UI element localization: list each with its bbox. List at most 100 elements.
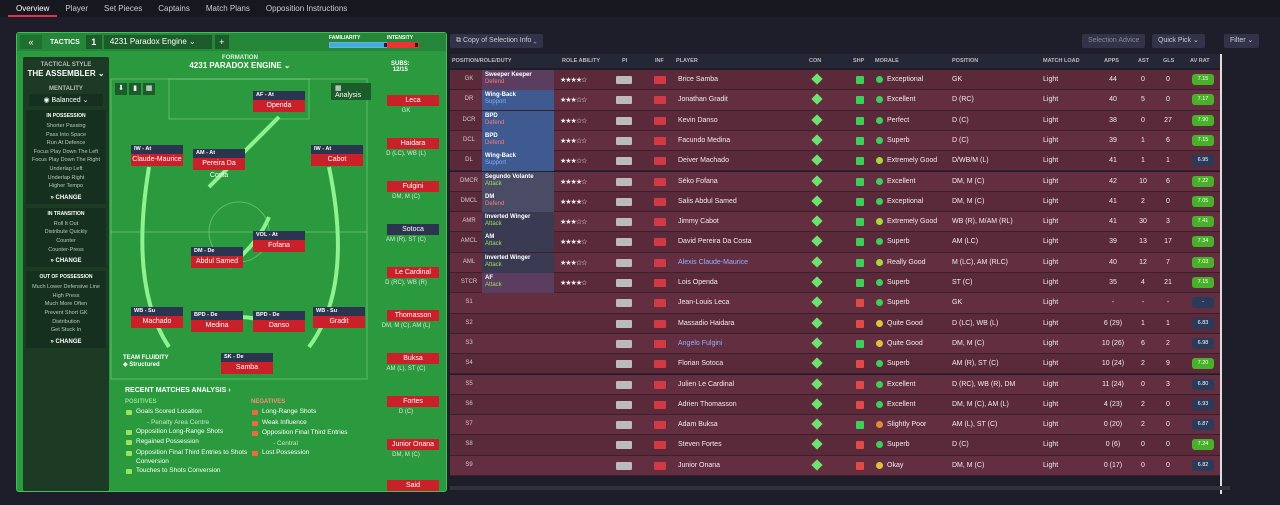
player-name[interactable]: Jimmy Cabot	[678, 218, 719, 226]
filter-button[interactable]: Filter ⌄	[1224, 34, 1260, 48]
table-row[interactable]: S5 Julien Le Cardinal Excellent D (RC), WB …	[450, 374, 1220, 395]
role-duty-select[interactable]: Wing-Back Support	[482, 90, 554, 111]
player-instructions-icon[interactable]	[616, 258, 632, 267]
mentality-select[interactable]: ◉ Balanced ⌄	[29, 94, 103, 106]
sub-slot[interactable]: Le Cardinal D (RC), WB (R)	[373, 267, 439, 288]
player-instructions-icon[interactable]	[616, 299, 632, 308]
table-row[interactable]: DMCL DM Defend ★★★★☆ Salis Abdul Samed Except…	[450, 191, 1220, 213]
player-instructions-icon[interactable]	[616, 360, 632, 369]
role-duty-select[interactable]: AM Attack	[482, 232, 554, 253]
player-slot[interactable]: SK - De Samba	[221, 353, 273, 374]
sub-slot[interactable]: Haidara D (LC), WB (L)	[373, 138, 439, 159]
player-instructions-icon[interactable]	[616, 441, 632, 450]
player-name[interactable]: Séko Fofana	[678, 177, 718, 185]
tab-overview[interactable]: Overview	[8, 0, 58, 17]
player-name[interactable]: Facundo Medina	[678, 136, 731, 144]
formation-select[interactable]: 4231 PARADOX ENGINE ⌄	[189, 61, 291, 70]
table-row[interactable]: AMCL AM Attack ★★★★☆ David Pereira Da Costa S…	[450, 232, 1220, 253]
player-name[interactable]: Florian Sotoca	[678, 360, 724, 368]
table-row[interactable]: DCL BPD Defend ★★★☆☆ Facundo Medina Superb D (…	[450, 130, 1220, 152]
player-instructions-icon[interactable]	[616, 218, 632, 227]
player-name[interactable]: Adrien Thomasson	[678, 400, 737, 408]
table-row[interactable]: S8 Steven Fortes Superb D (C) Light 0 (6) 0 0 7.…	[450, 435, 1220, 456]
selection-advice-button[interactable]: Selection Advice	[1082, 34, 1146, 48]
role-duty-select[interactable]: BPD Defend	[482, 130, 554, 151]
sub-slot[interactable]: Fulgini DM, M (C)	[373, 181, 439, 202]
col-position[interactable]: POSITION	[952, 58, 979, 64]
table-row[interactable]: S1 Jean-Louis Leca Superb GK Light - - - -	[450, 293, 1220, 314]
role-duty-select[interactable]: Inverted Winger Attack	[482, 212, 554, 233]
tab-player[interactable]: Player	[65, 4, 89, 13]
tab-match-plans[interactable]: Match Plans	[205, 4, 250, 13]
col-match-load[interactable]: MATCH LOAD	[1043, 58, 1080, 64]
player-instructions-icon[interactable]	[616, 76, 632, 84]
player-instructions-icon[interactable]	[616, 400, 632, 409]
table-row[interactable]: DR Wing-Back Support ★★★☆☆ Jonathan Gradit Ex…	[450, 90, 1220, 111]
player-instructions-icon[interactable]	[616, 177, 632, 186]
player-name[interactable]: Lois Openda	[678, 279, 718, 286]
sub-slot[interactable]: Thomasson DM, M (C), AM (L)	[373, 310, 439, 331]
player-slot[interactable]: DM - De Abdul Samed	[191, 247, 243, 268]
role-duty-select[interactable]: Sweeper Keeper Defend	[482, 70, 554, 90]
player-name[interactable]: Jean-Louis Leca	[678, 299, 730, 307]
grid-icon[interactable]: ▦	[143, 83, 155, 95]
player-name[interactable]: Kevin Danso	[678, 116, 718, 124]
role-duty-select[interactable]: Wing-Back Support	[482, 151, 554, 172]
player-slot[interactable]: BPD - De Medina	[191, 311, 243, 332]
sub-slot[interactable]: Buksa AM (L), ST (C)	[373, 353, 439, 374]
col-role-ability[interactable]: ROLE ABILITY	[562, 58, 600, 64]
table-row[interactable]: AML Inverted Winger Attack ★★★☆☆ Alexis Clau…	[450, 252, 1220, 273]
player-name[interactable]: Brice Samba	[678, 76, 719, 83]
table-row[interactable]: GK Sweeper Keeper Defend ★★★★☆ Brice Samba Ex…	[450, 70, 1220, 91]
tab-captains[interactable]: Captains	[158, 4, 190, 13]
sub-slot[interactable]: Sotoca AM (R), ST (C)	[373, 224, 439, 245]
col-apps[interactable]: APPS	[1104, 58, 1119, 64]
download-icon[interactable]: ⬇	[115, 83, 127, 95]
col-ast[interactable]: AST	[1138, 58, 1149, 64]
player-name[interactable]: Alexis Claude-Maurice	[678, 258, 749, 266]
table-row[interactable]: DCR BPD Defend ★★★☆☆ Kevin Danso Perfect D (C)…	[450, 110, 1220, 131]
table-row[interactable]: STCR AF Attack ★★★★☆ Lois Openda Superb ST (C)…	[450, 273, 1220, 294]
col-inf[interactable]: INF	[655, 58, 664, 64]
col-morale[interactable]: MORALE	[875, 58, 899, 64]
player-name[interactable]: Massadio Haidara	[678, 319, 735, 327]
player-instructions-icon[interactable]	[616, 421, 632, 430]
col-con[interactable]: CON	[809, 58, 822, 64]
role-duty-select[interactable]: Segundo Volante Attack	[482, 171, 554, 192]
tactic-select[interactable]: 4231 Paradox Engine ⌄	[103, 35, 212, 49]
change-button[interactable]: » CHANGE	[50, 194, 82, 201]
table-row[interactable]: S4 Florian Sotoca Superb AM (R), ST (C) Ligh…	[450, 354, 1220, 375]
add-tactic-button[interactable]: +	[214, 35, 229, 49]
player-name[interactable]: Salis Abdul Samed	[678, 197, 737, 205]
change-button[interactable]: » CHANGE	[50, 338, 82, 345]
col-player[interactable]: PLAYER	[676, 58, 698, 64]
table-row[interactable]: S3 Angelo Fulgini Quite Good DM, M (C) Light…	[450, 333, 1220, 355]
tab-set-pieces[interactable]: Set Pieces	[104, 4, 143, 13]
role-duty-select[interactable]: Inverted Winger Attack	[482, 252, 554, 273]
col-av-rat[interactable]: AV RAT	[1190, 58, 1210, 64]
player-name[interactable]: Angelo Fulgini	[678, 339, 723, 347]
player-slot[interactable]: AF - At Openda	[253, 91, 305, 112]
col-gls[interactable]: GLS	[1163, 58, 1175, 64]
player-instructions-icon[interactable]	[616, 380, 632, 389]
player-name[interactable]: Adam Buksa	[678, 421, 718, 429]
quick-pick-button[interactable]: Quick Pick ⌄	[1152, 34, 1205, 48]
table-row[interactable]: S7 Adam Buksa Slightly Poor AM (L), ST (C) L…	[450, 415, 1220, 436]
player-instructions-icon[interactable]	[616, 96, 632, 105]
player-slot[interactable]: WB - Su Gradit	[313, 307, 365, 328]
player-instructions-icon[interactable]	[616, 461, 632, 470]
player-slot[interactable]: IW - At Claude-Maurice	[131, 145, 183, 166]
horizontal-scrollbar[interactable]	[450, 486, 1230, 490]
sub-slot[interactable]: Leca GK	[373, 95, 439, 116]
col-pi[interactable]: PI	[622, 58, 628, 64]
table-row[interactable]: AMR Inverted Winger Attack ★★★☆☆ Jimmy Cabot…	[450, 212, 1220, 233]
player-instructions-icon[interactable]	[616, 136, 632, 145]
player-instructions-icon[interactable]	[616, 238, 632, 247]
player-instructions-icon[interactable]	[616, 279, 632, 287]
player-name[interactable]: Jonathan Gradit	[678, 96, 728, 104]
table-row[interactable]: DMCR Segundo Volante Attack ★★★★☆ Séko Fofan…	[450, 171, 1220, 192]
player-instructions-icon[interactable]	[616, 157, 632, 166]
analysis-button[interactable]: ▦ Analysis	[331, 83, 371, 100]
player-slot[interactable]: BPD - De Danso	[253, 311, 305, 332]
table-row[interactable]: S2 Massadio Haidara Quite Good D (LC), WB (…	[450, 313, 1220, 334]
